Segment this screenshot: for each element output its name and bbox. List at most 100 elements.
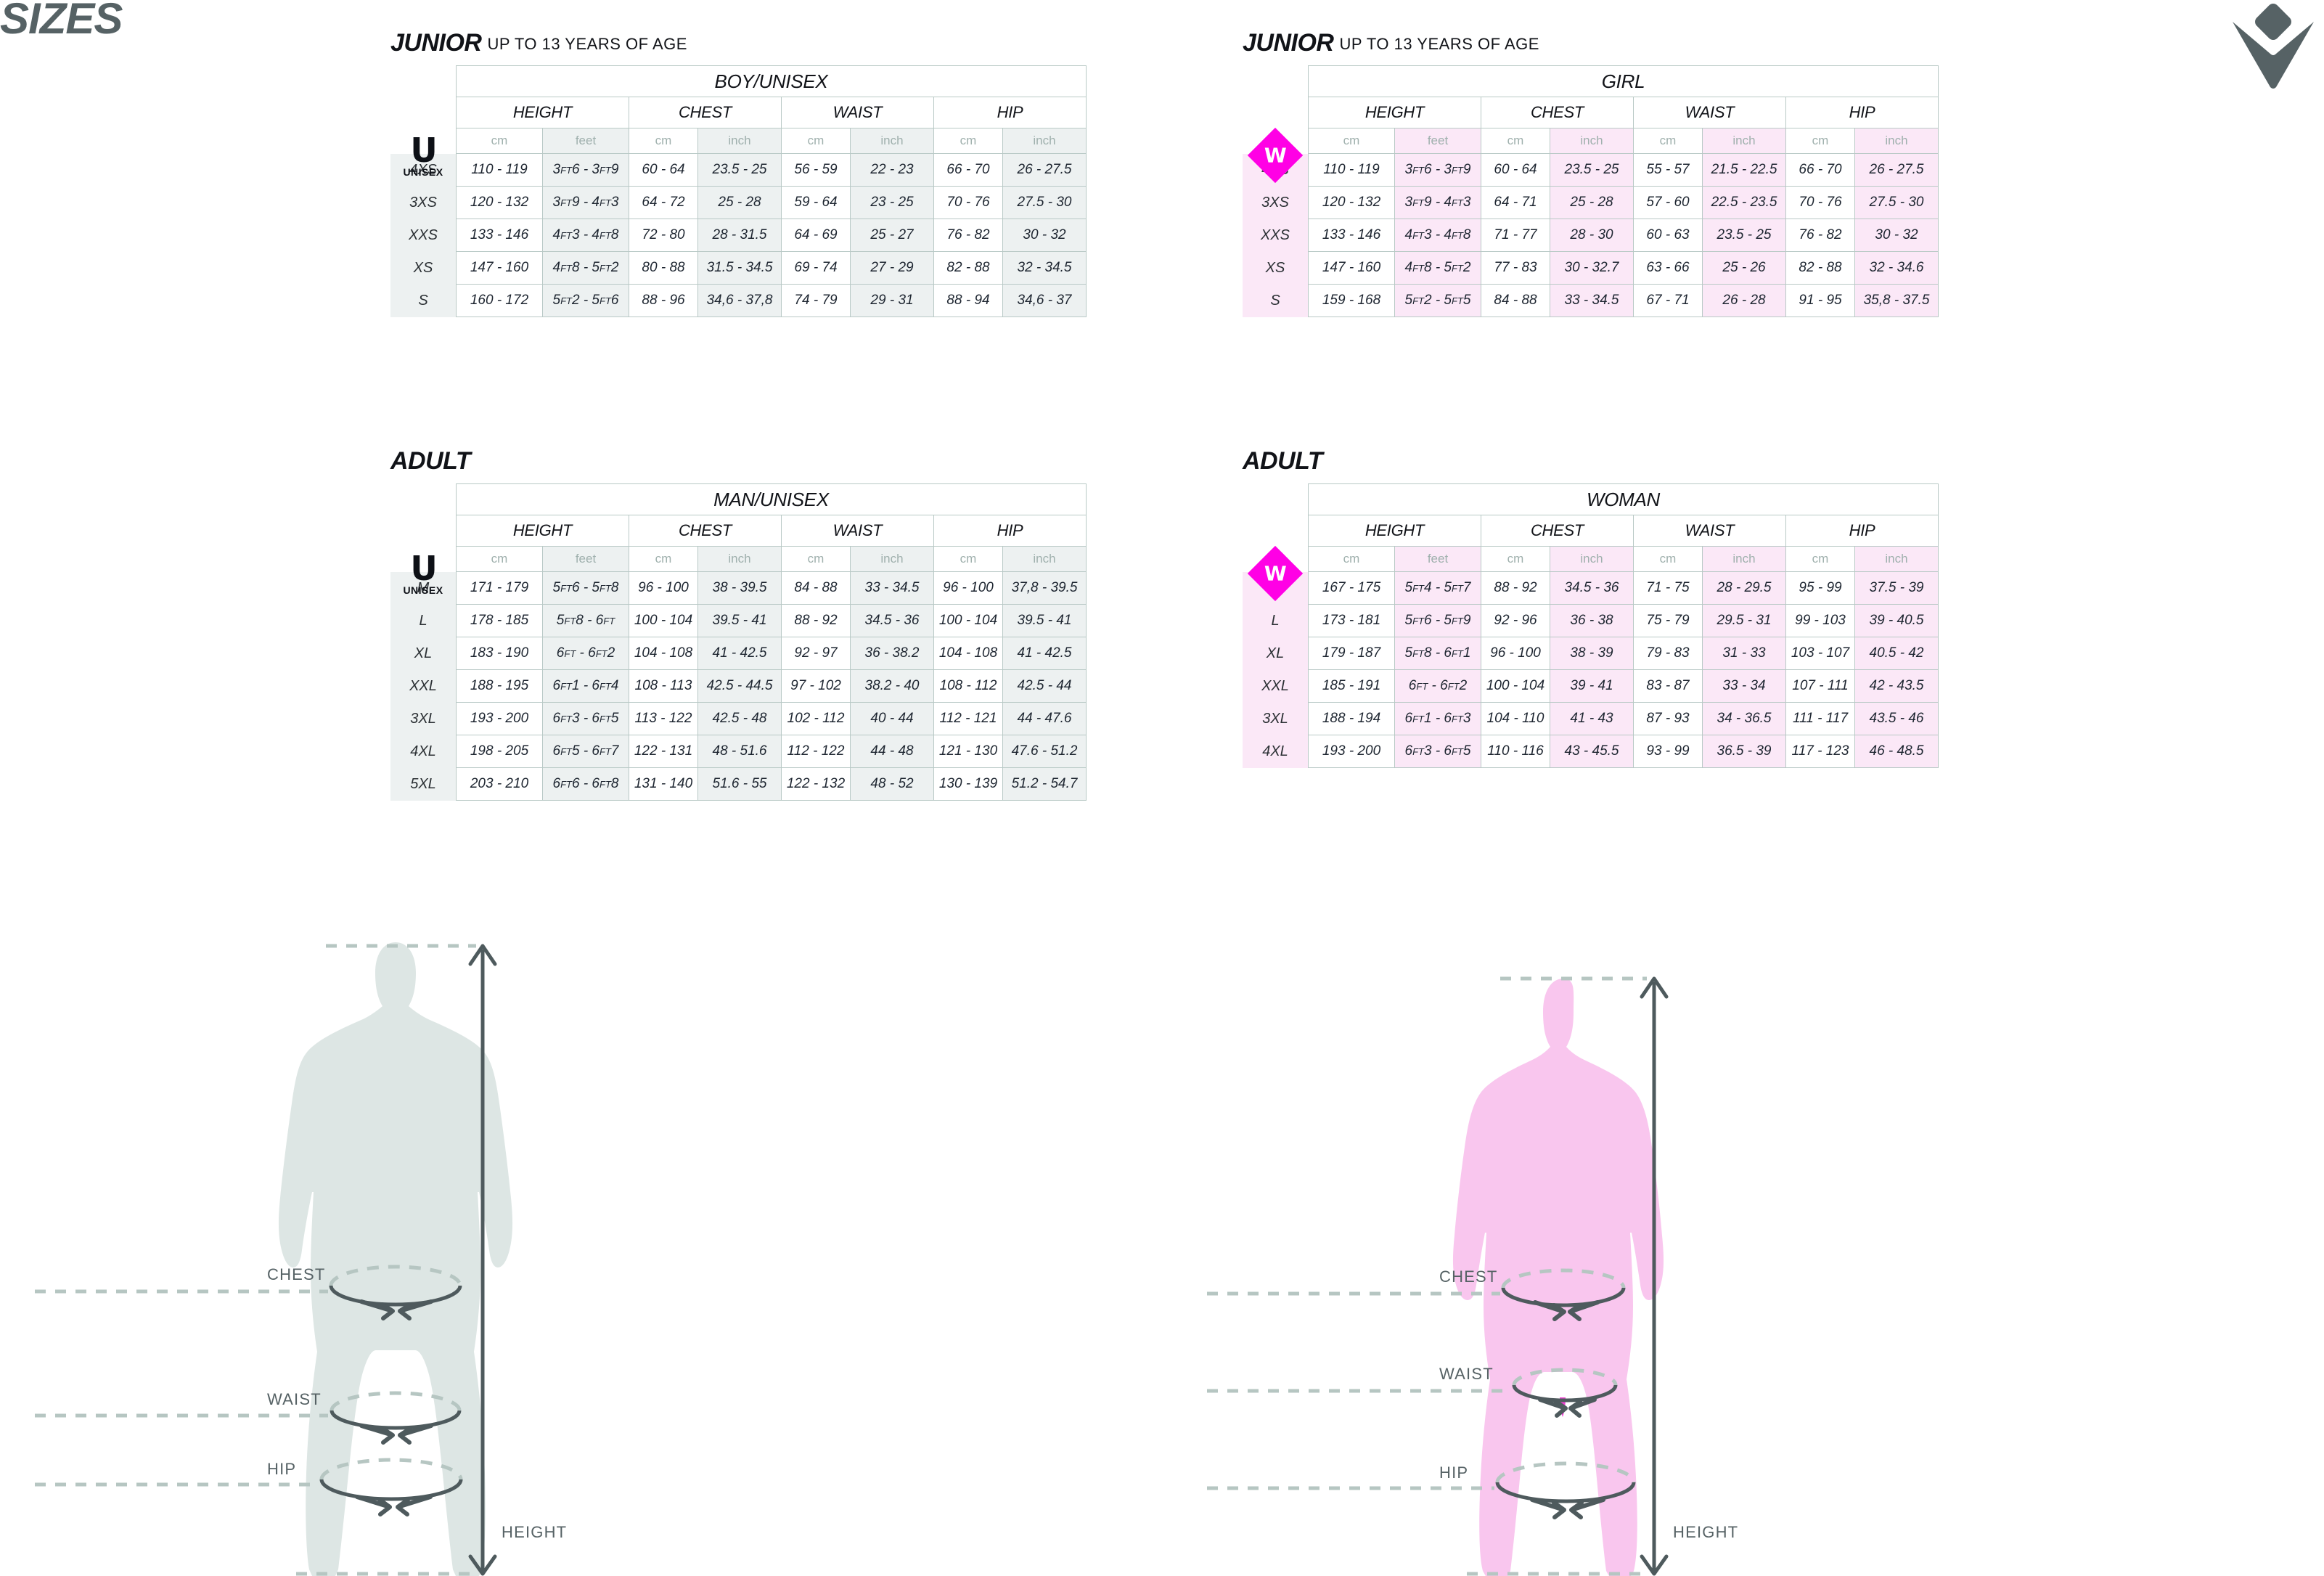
group-title: WOMAN — [1308, 483, 1939, 515]
cell-waist-cm: 75 - 79 — [1633, 604, 1703, 637]
col-head-hip: HIP — [1785, 97, 1939, 128]
cell-hip-cm: 100 - 104 — [933, 604, 1003, 637]
cell-waist-cm: 60 - 63 — [1633, 219, 1703, 252]
badge-unisex: U UNISEX — [390, 484, 457, 596]
section-heading: JUNIOR UP TO 13 YEARS OF AGE — [390, 30, 1087, 55]
male-body-silhouette — [278, 942, 513, 1576]
col-head-height: HEIGHT — [1308, 515, 1481, 547]
cell-chest-cm: 80 - 88 — [629, 251, 698, 285]
cell-waist-cm: 79 - 83 — [1633, 637, 1703, 670]
cell-height-cm: 159 - 168 — [1308, 284, 1395, 317]
cell-chest-in: 34.5 - 36 — [1550, 571, 1634, 605]
cell-hip-cm: 111 - 117 — [1785, 702, 1855, 735]
unit-head-hip-in: inch — [1002, 128, 1087, 154]
cell-height-cm: 178 - 185 — [456, 604, 543, 637]
size-label: XL — [390, 637, 457, 670]
waist-arrow-left-icon — [1568, 1397, 1597, 1418]
size-label: XXS — [390, 219, 457, 252]
cell-waist-in: 29.5 - 31 — [1702, 604, 1786, 637]
cell-hip-cm: 96 - 100 — [933, 571, 1003, 605]
hip-measure-loop-back — [1495, 1461, 1636, 1483]
cell-height-ft: 6FT3 - 6FT5 — [1394, 735, 1481, 768]
cell-chest-in: 42.5 - 48 — [697, 702, 782, 735]
cell-chest-in: 23.5 - 25 — [697, 153, 782, 187]
cell-height-cm: 203 - 210 — [456, 767, 543, 801]
cell-height-ft: 4FT8 - 5FT2 — [1394, 251, 1481, 285]
waist-arrow-left-icon — [398, 1424, 433, 1445]
cell-height-cm: 183 - 190 — [456, 637, 543, 670]
cell-height-ft: 4FT3 - 4FT8 — [1394, 219, 1481, 252]
section-heading-main: ADULT — [1243, 447, 1323, 475]
cell-height-ft: 6FT - 6FT2 — [542, 637, 629, 670]
table-row: S 159 - 168 5FT2 - 5FT5 84 - 88 33 - 34.5 67 … — [1243, 284, 1939, 317]
cell-height-ft: 3FT6 - 3FT9 — [542, 153, 629, 187]
cell-height-cm: 120 - 132 — [1308, 186, 1395, 219]
waist-arrow-right-icon — [1538, 1397, 1568, 1418]
measurement-figures: CHEST WAIST HIP HEIGHT — [0, 922, 2324, 1576]
table-row: L 178 - 185 5FT8 - 6FT 100 - 104 39.5 - 41 88… — [390, 604, 1087, 637]
cell-waist-cm: 71 - 75 — [1633, 571, 1703, 605]
cell-chest-in: 31.5 - 34.5 — [697, 251, 782, 285]
cell-chest-in: 51.6 - 55 — [697, 767, 782, 801]
unit-head-chest-in: inch — [697, 128, 782, 154]
cell-height-ft: 6FT - 6FT2 — [1394, 669, 1481, 703]
col-head-chest: CHEST — [629, 515, 782, 547]
cell-hip-cm: 70 - 76 — [1785, 186, 1855, 219]
size-label: XL — [1243, 637, 1309, 670]
cell-height-ft: 5FT8 - 6FT — [542, 604, 629, 637]
unit-head-hip-in: inch — [1854, 128, 1939, 154]
height-arrow-up-icon — [1640, 976, 1669, 999]
unit-head-height-ft: feet — [1394, 546, 1481, 572]
section-heading-sub: UP TO 13 YEARS OF AGE — [1339, 35, 1539, 53]
chest-measure-loop — [1501, 1287, 1626, 1307]
chest-arrow-right-icon — [359, 1299, 395, 1320]
cell-hip-in: 30 - 32 — [1002, 219, 1087, 252]
woman-diamond-icon: W — [1247, 127, 1304, 183]
cell-height-ft: 5FT4 - 5FT7 — [1394, 571, 1481, 605]
unit-head-chest-cm: cm — [629, 546, 698, 572]
chest-arrow-right-icon — [1533, 1300, 1566, 1321]
section-heading: JUNIOR UP TO 13 YEARS OF AGE — [1243, 30, 1939, 55]
col-head-chest: CHEST — [1481, 97, 1634, 128]
cell-waist-cm: 97 - 102 — [781, 669, 851, 703]
table-row: S 160 - 172 5FT2 - 5FT6 88 - 96 34,6 - 37,8 7… — [390, 284, 1087, 317]
male-hip-label: HIP — [267, 1460, 297, 1478]
cell-hip-cm: 88 - 94 — [933, 284, 1003, 317]
cell-chest-cm: 72 - 80 — [629, 219, 698, 252]
cell-waist-cm: 67 - 71 — [1633, 284, 1703, 317]
cell-chest-cm: 110 - 116 — [1481, 735, 1550, 768]
cell-hip-in: 39.5 - 41 — [1002, 604, 1087, 637]
chest-measure-loop-back — [329, 1265, 462, 1286]
cell-height-ft: 6FT1 - 6FT3 — [1394, 702, 1481, 735]
cell-hip-cm: 66 - 70 — [933, 153, 1003, 187]
cell-height-cm: 179 - 187 — [1308, 637, 1395, 670]
hip-arrow-right-icon — [1530, 1498, 1566, 1519]
col-head-hip: HIP — [1785, 515, 1939, 547]
waist-measure-loop — [1512, 1384, 1618, 1403]
cell-height-ft: 5FT2 - 5FT5 — [1394, 284, 1481, 317]
chevron-v-logo-icon — [2225, 1, 2321, 89]
size-label: S — [1243, 284, 1309, 317]
section-heading-main: ADULT — [390, 447, 471, 475]
size-label: 3XL — [1243, 702, 1309, 735]
table-row: XXS 133 - 146 4FT3 - 4FT8 71 - 77 28 - 30 60 … — [1243, 219, 1939, 252]
cell-chest-cm: 113 - 122 — [629, 702, 698, 735]
section-junior-girl: JUNIOR UP TO 13 YEARS OF AGE W GIRL HEIGH… — [1243, 30, 1939, 317]
cell-height-ft: 4FT8 - 5FT2 — [542, 251, 629, 285]
cell-chest-in: 39 - 41 — [1550, 669, 1634, 703]
cell-height-ft: 6FT3 - 6FT5 — [542, 702, 629, 735]
unit-head-waist-cm: cm — [1633, 546, 1703, 572]
size-label: XXL — [390, 669, 457, 703]
height-arrow-down-icon — [468, 1554, 497, 1576]
section-junior-boy: JUNIOR UP TO 13 YEARS OF AGE U UNISEX BOY… — [390, 30, 1087, 317]
cell-chest-in: 39.5 - 41 — [697, 604, 782, 637]
cell-chest-cm: 64 - 72 — [629, 186, 698, 219]
female-body-silhouette — [1452, 979, 1664, 1576]
cell-chest-in: 48 - 51.6 — [697, 735, 782, 768]
unit-head-chest-in: inch — [697, 546, 782, 572]
cell-hip-in: 34,6 - 37 — [1002, 284, 1087, 317]
cell-height-ft: 3FT6 - 3FT9 — [1394, 153, 1481, 187]
waist-measure-loop-back — [330, 1391, 462, 1411]
unisex-label: UNISEX — [403, 584, 443, 596]
